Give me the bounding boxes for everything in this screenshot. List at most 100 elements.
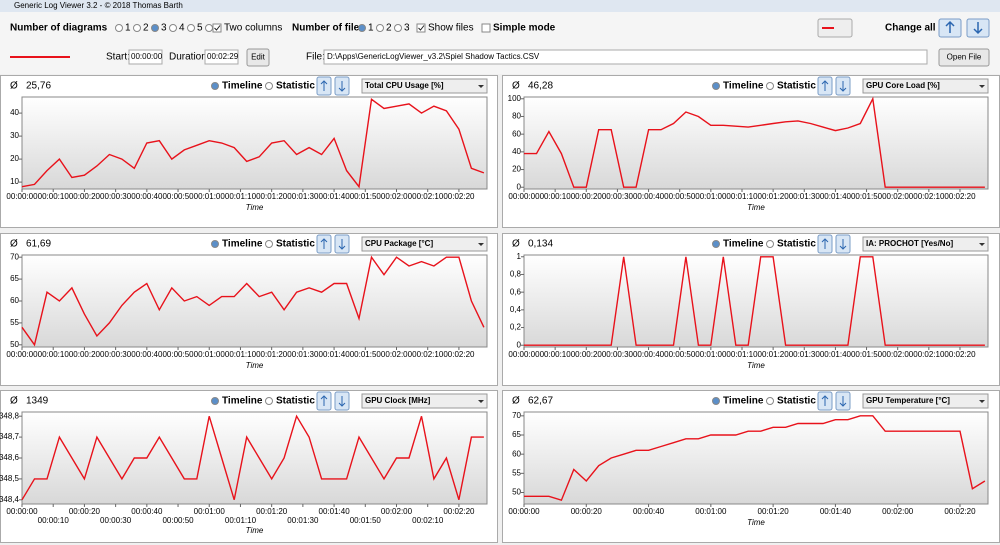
radio-label: 4 [179, 23, 185, 34]
metric-combo[interactable] [361, 236, 488, 252]
metric-name: GPU Core Load [%] [866, 81, 940, 90]
radio[interactable] [265, 240, 273, 248]
file-label: File: [306, 52, 325, 63]
radio[interactable] [766, 397, 774, 405]
x-axis-label: Time [747, 518, 765, 527]
start-label: Start: [106, 52, 130, 63]
y-tick-label: 0 [517, 182, 522, 191]
metric-combo[interactable] [862, 78, 989, 94]
timeline-label: Timeline [222, 396, 263, 407]
x-tick-label: 00:01:10 [225, 350, 257, 359]
x-axis-label: Time [747, 361, 765, 370]
radio[interactable] [712, 240, 720, 248]
x-tick-label: 00:00:20 [69, 507, 101, 516]
y-tick-label: 55 [10, 318, 19, 327]
x-tick-label: 00:00:10 [38, 192, 70, 201]
x-tick-label: 00:02:10 [913, 350, 945, 359]
two-columns: Two columns [224, 23, 282, 34]
x-tick-label: 00:00:50 [664, 350, 696, 359]
radio[interactable] [766, 82, 774, 90]
radio-label: 3 [161, 23, 167, 34]
arrow-up [945, 20, 955, 33]
arrow-down [839, 81, 847, 92]
radio[interactable] [187, 24, 195, 32]
x-tick-label: 00:01:10 [225, 516, 257, 525]
combo-arrow [979, 85, 985, 88]
arrow-up [821, 80, 829, 91]
open-file-button[interactable] [938, 48, 990, 67]
radio[interactable] [376, 24, 384, 32]
avg-symbol: Ø [10, 81, 18, 92]
x-tick-label: 00:02:00 [882, 192, 914, 201]
combo-arrow [979, 243, 985, 246]
files-label: Number of files [292, 23, 365, 34]
radio[interactable] [169, 24, 177, 32]
radio[interactable] [712, 397, 720, 405]
x-tick-label: 00:00:50 [664, 192, 696, 201]
radio[interactable] [115, 24, 123, 32]
avg-symbol: Ø [512, 396, 520, 407]
metric-combo[interactable] [361, 78, 488, 94]
radio[interactable] [211, 240, 219, 248]
x-tick-label: 00:01:00 [194, 507, 226, 516]
x-tick-label: 00:02:20 [944, 350, 976, 359]
file-path: D:\Apps\GenericLogViewer_v3.2\Spiel Shad… [327, 52, 540, 61]
metric-combo[interactable] [361, 393, 488, 409]
start-input[interactable] [128, 49, 163, 65]
radio[interactable] [394, 24, 402, 32]
x-tick-label: 00:02:00 [381, 350, 413, 359]
y-tick-label: 70 [10, 252, 19, 261]
radio[interactable] [766, 240, 774, 248]
x-tick-label: 00:00:00 [508, 350, 540, 359]
plot-area [21, 96, 488, 190]
x-tick-label: 00:02:20 [944, 192, 976, 201]
average: 25,76 [26, 81, 51, 92]
checkbox[interactable] [212, 23, 222, 33]
y-tick-label: 1 [517, 252, 522, 261]
x-tick-label: 00:01:20 [758, 350, 790, 359]
radio[interactable] [265, 82, 273, 90]
x-tick-label: 00:02:00 [381, 192, 413, 201]
arrow-down [973, 22, 983, 35]
color-button[interactable] [817, 18, 853, 38]
x-tick-label: 00:01:40 [820, 192, 852, 201]
y-tick-label: 60 [512, 449, 521, 458]
radio[interactable] [205, 24, 213, 32]
arrow-up [320, 80, 328, 91]
checkbox[interactable] [481, 23, 491, 33]
diagrams-label: Number of diagrams [10, 23, 108, 34]
avg-symbol: Ø [512, 81, 520, 92]
arrow-up [320, 238, 328, 249]
radio[interactable] [712, 82, 720, 90]
x-tick-label: 00:02:10 [913, 192, 945, 201]
x-tick-label: 00:00:50 [162, 192, 194, 201]
metric-combo[interactable] [862, 236, 989, 252]
duration-label: Duration: [169, 52, 210, 63]
checkbox[interactable] [416, 23, 426, 33]
radio[interactable] [358, 24, 366, 32]
radio[interactable] [133, 24, 141, 32]
x-axis-label: Time [246, 203, 264, 212]
duration-input[interactable] [204, 49, 239, 65]
x-tick-label: 00:00:50 [162, 350, 194, 359]
y-tick-label: 20 [10, 154, 19, 163]
data-line [21, 414, 484, 501]
y-tick-label: 60 [10, 296, 19, 305]
radio[interactable] [265, 397, 273, 405]
data-line [524, 96, 985, 188]
x-tick-label: 00:00:10 [540, 350, 572, 359]
y-tick-label: 1348,7 [0, 432, 20, 441]
x-tick-label: 00:00:00 [6, 192, 38, 201]
radio[interactable] [151, 24, 159, 32]
file-input[interactable] [323, 49, 928, 65]
x-axis-label: Time [747, 203, 765, 212]
x-tick-label: 00:02:20 [944, 507, 976, 516]
metric-combo[interactable] [862, 393, 989, 409]
average: 62,67 [528, 396, 553, 407]
x-tick-label: 00:00:40 [131, 507, 163, 516]
data-line [524, 256, 985, 346]
radio-label: 5 [197, 23, 203, 34]
edit-button[interactable] [246, 48, 270, 67]
radio[interactable] [211, 82, 219, 90]
radio[interactable] [211, 397, 219, 405]
